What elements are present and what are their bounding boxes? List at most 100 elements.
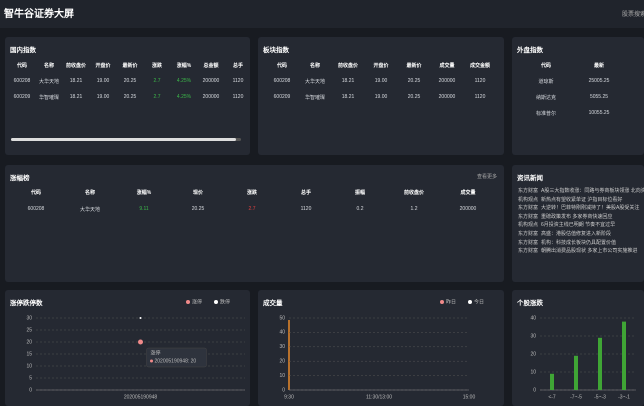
column-header: 成交金额	[469, 63, 491, 69]
news-source[interactable]: 东方财富	[518, 188, 539, 194]
y-tick-label: 0	[282, 387, 285, 393]
panel-title: 资讯新闻	[517, 175, 543, 182]
table-cell: 19.00	[374, 94, 388, 100]
panel: 国内指数 代码 名称 前收盘价 开盘价 最新价 涨跌 涨幅% 总金额 总手 600208 大华天地 1…	[5, 37, 250, 155]
column-header: 最新	[593, 63, 605, 69]
chart: 0 10 20 30 40 <-7 -7~-5 -5~-3 -3~-1	[530, 315, 636, 400]
panel: 涨幅榜 查看更多 代码 名称 涨幅% 现价 涨跌 总手 振幅 前收盘价 成交量 600208 大华天…	[5, 165, 504, 282]
y-tick-label: 40	[279, 330, 285, 336]
legend-dot	[440, 300, 444, 304]
news-text[interactable]: 高盛：港股估值修复进入新阶段	[541, 231, 612, 237]
table-cell: 2.7	[153, 78, 161, 84]
chart: 0 10 20 30 40 50 9:30 11:30/13:00 15:00 昨日 今日	[279, 298, 484, 400]
panel: 外盘指数 代码 最新 道琼斯 25005.25 纳斯达克 5055.25 标准普尔 10055…	[512, 37, 644, 155]
y-tick-label: 25	[26, 327, 32, 333]
y-tick-label: 20	[530, 351, 536, 357]
news-text[interactable]: 机构：科技成长板块仍具配置价值	[541, 239, 617, 246]
news-source[interactable]: 东方财富	[518, 248, 539, 255]
news-source[interactable]: 东方财富	[518, 213, 539, 220]
search[interactable]: 股票搜索	[622, 12, 644, 18]
column-header: 涨跌	[246, 190, 258, 196]
table-cell: 600209	[13, 94, 31, 100]
x-tick-label: 9:30	[284, 394, 294, 400]
table-cell: 2.7	[153, 94, 161, 100]
tooltip	[146, 347, 207, 368]
column-header: 振幅	[354, 190, 366, 196]
table-cell: 20.25	[123, 94, 137, 100]
news-text[interactable]: 新热点有望收紧单证 沪指目标位看好	[541, 196, 623, 203]
column-header: 开盘价	[95, 63, 111, 69]
news-source[interactable]: 东方财富	[518, 231, 539, 237]
table-cell: 2.7	[248, 206, 256, 212]
table-cell: 19.00	[96, 78, 110, 84]
table-cell: 18.21	[341, 94, 355, 100]
column-header: 总手	[300, 190, 312, 196]
column-header: 涨跌	[151, 63, 163, 69]
bar	[550, 373, 554, 390]
news-text[interactable]: A股三大指数收涨：同路与券商板块领涨 北向资金	[541, 188, 644, 194]
news-text[interactable]: 朝腾出消费品股现状 多家上市公司实施推进	[541, 248, 638, 255]
table-cell: 25005.25	[588, 78, 610, 84]
table-cell: 华智璀璨	[38, 95, 60, 101]
table-cell: 大华天地	[79, 207, 101, 213]
news-item: 东方财富 A股三大指数收涨：同路与券商板块领涨 北向资金	[518, 187, 644, 194]
column-header: 名称	[309, 63, 321, 69]
legend-label: 今日	[474, 298, 484, 305]
table-cell: 华智璀璨	[304, 95, 326, 101]
table-cell: 1120	[474, 78, 486, 84]
table-cell: 200000	[438, 78, 456, 84]
table-cell: 1120	[232, 94, 244, 100]
table-cell: 200000	[202, 78, 220, 84]
y-tick-label: 30	[279, 344, 285, 350]
table-cell: 600209	[273, 94, 291, 100]
panel-title: 成交量	[263, 300, 283, 307]
news-source[interactable]: 机构观点	[518, 222, 539, 229]
table-cell: 道琼斯	[538, 79, 554, 85]
table-cell: 4.25%	[176, 94, 192, 100]
column-header: 前收盘价	[65, 63, 87, 69]
table-cell: 20.25	[407, 94, 421, 100]
y-tick-label: 30	[530, 333, 536, 339]
scrollbar[interactable]	[11, 138, 241, 141]
panel-title: 涨停跌停数	[10, 300, 43, 307]
news-text[interactable]: 6月投资主线已明朗 节奏不宜过早	[541, 222, 616, 229]
y-tick-label: 50	[279, 315, 285, 321]
table-cell: 600208	[27, 206, 45, 212]
panel-title: 外盘指数	[517, 47, 543, 54]
news-source[interactable]: 机构观点	[518, 196, 539, 203]
table-cell: 200000	[438, 94, 456, 100]
table-cell: 20.25	[123, 78, 137, 84]
panel: 板块指数 代码 名称 前收盘价 开盘价 最新价 成交量 成交金额 600208 大华天地 18.2…	[258, 37, 504, 155]
news-text[interactable]: 大逆转！巴菲特刚刚减持了！美股A股受关注	[541, 205, 640, 212]
news-source[interactable]: 东方财富	[518, 205, 539, 212]
news-item: 东方财富 重磅政策发布 多家券商快速回应	[518, 213, 615, 220]
column-header: 前收盘价	[403, 190, 425, 196]
column-header: 前收盘价	[337, 63, 359, 69]
legend-label: 涨停	[192, 298, 202, 305]
column-header: 涨幅%	[176, 63, 192, 69]
column-header: 名称	[43, 63, 55, 69]
more-link[interactable]: 查看更多	[476, 174, 497, 180]
y-tick-label: 15	[26, 351, 32, 357]
tooltip-title: 涨停	[151, 349, 161, 356]
panel: 资讯新闻 东方财富 A股三大指数收涨：同路与券商板块领涨 北向资金 机构观点 新热点有…	[512, 165, 644, 282]
legend-dot	[186, 300, 190, 304]
news-source[interactable]: 东方财富	[518, 239, 539, 246]
table-cell: 600208	[13, 78, 31, 84]
news-item: 东方财富 机构：科技成长板块仍具配置价值	[518, 239, 619, 246]
column-header: 成交量	[439, 63, 455, 69]
news-text[interactable]: 重磅政策发布 多家券商快速回应	[541, 213, 613, 220]
header: 智牛谷证券大屏 股票搜索	[0, 0, 644, 28]
y-tick-label: 20	[279, 359, 285, 365]
scroll-thumb[interactable]	[11, 138, 236, 141]
x-tick-label: <-7	[548, 394, 556, 400]
table-cell: 9.11	[139, 206, 149, 212]
column-header: 代码	[30, 190, 42, 196]
x-tick-label: -5~-3	[594, 394, 606, 400]
column-header: 代码	[276, 63, 288, 69]
y-tick-label: 10	[26, 363, 32, 369]
table-cell: 0.2	[356, 206, 364, 212]
y-tick-label: 40	[530, 315, 536, 321]
bar	[574, 355, 578, 390]
